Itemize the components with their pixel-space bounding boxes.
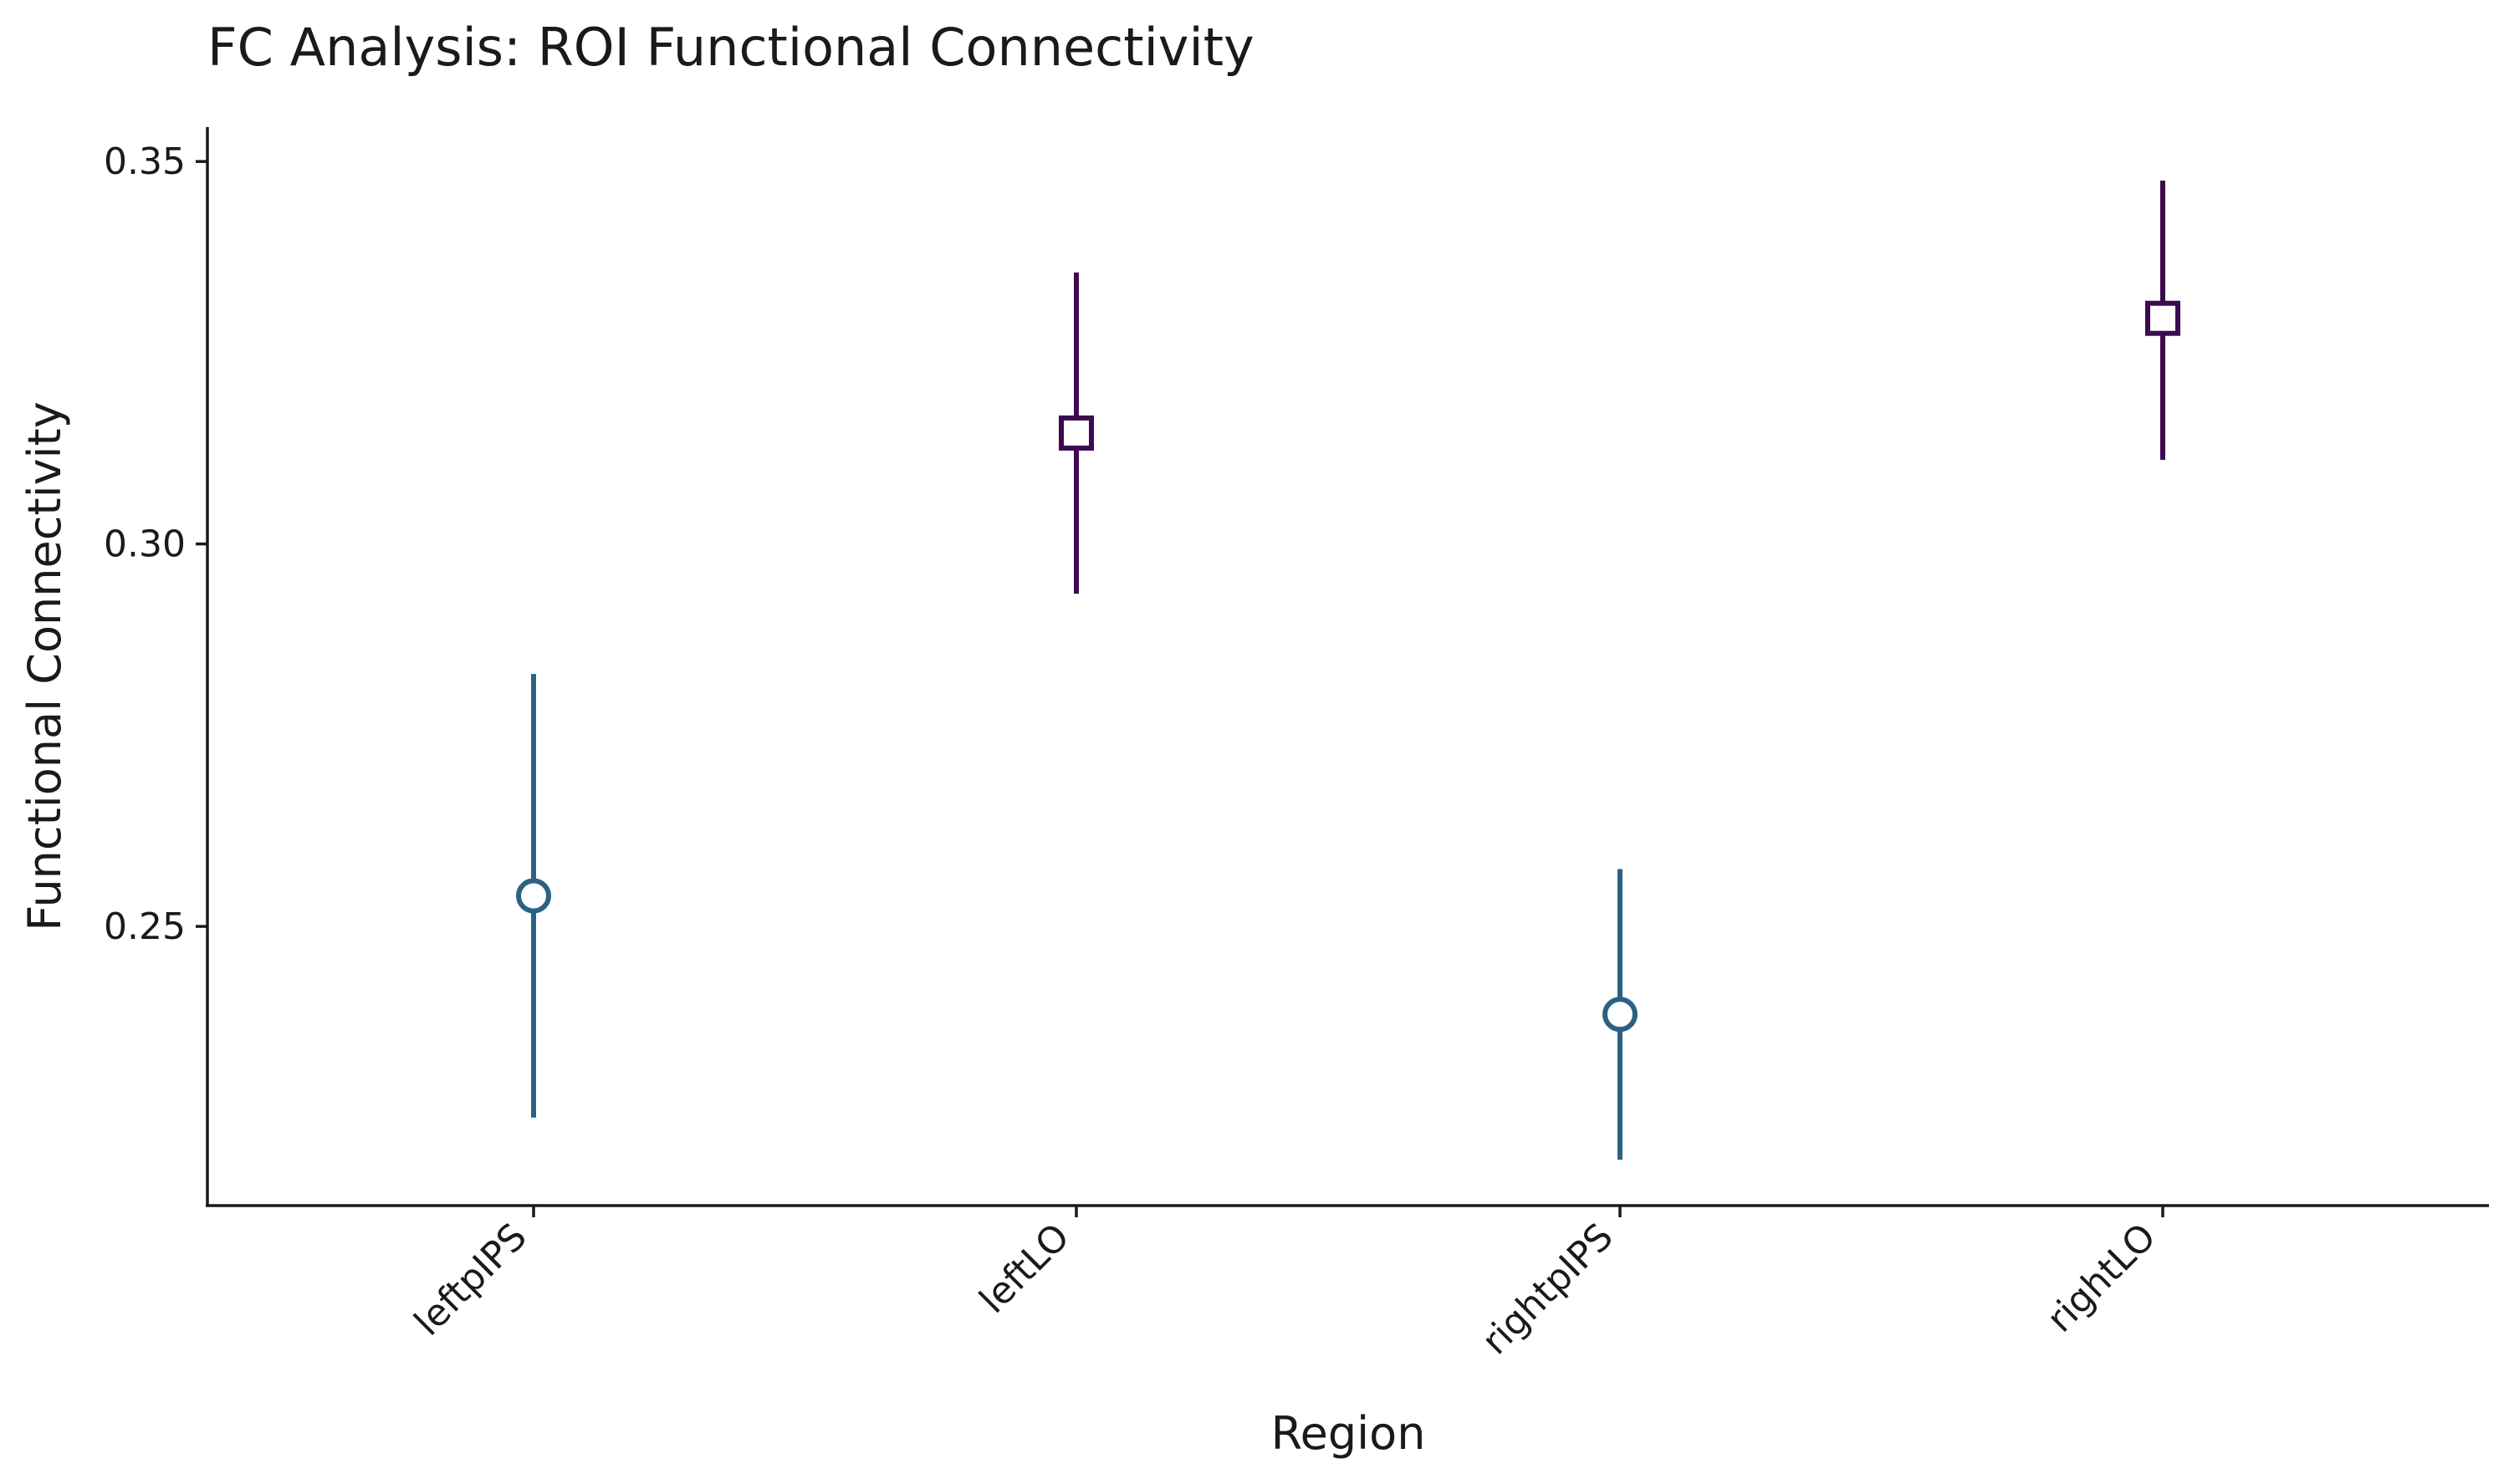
x-tick-label: leftpIPS <box>406 1216 535 1344</box>
y-axis-title: Functional Connectivity <box>18 401 71 931</box>
y-tick-label: 0.35 <box>104 140 186 183</box>
y-ticks: 0.25 0.30 0.35 <box>104 140 207 948</box>
data-point-square <box>1059 415 1094 451</box>
chart-title: FC Analysis: ROI Functional Connectivity <box>207 17 1254 78</box>
data-marks <box>516 181 2180 1160</box>
data-point-square <box>2145 300 2180 336</box>
data-point-circle <box>516 878 551 914</box>
x-tick-label: rightpIPS <box>1474 1216 1622 1364</box>
x-tick-label: rightLO <box>2039 1216 2164 1341</box>
y-tick-label: 0.30 <box>104 523 186 566</box>
x-ticks: leftpIPS leftLO rightpIPS rightLO <box>406 1206 2164 1363</box>
x-axis-title: Region <box>1271 1407 1426 1460</box>
data-point-circle <box>1602 997 1638 1033</box>
y-tick-label: 0.25 <box>104 905 186 948</box>
x-tick-label: leftLO <box>972 1216 1078 1322</box>
